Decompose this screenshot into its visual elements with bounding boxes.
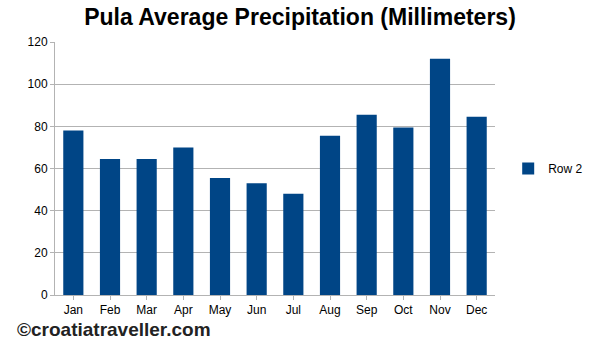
svg-text:Oct: Oct bbox=[394, 303, 413, 317]
svg-text:100: 100 bbox=[28, 77, 48, 91]
svg-text:Aug: Aug bbox=[319, 303, 340, 317]
svg-text:Dec: Dec bbox=[466, 303, 487, 317]
svg-text:40: 40 bbox=[34, 204, 48, 218]
svg-text:Jun: Jun bbox=[247, 303, 266, 317]
svg-text:Pula Average Precipitation (Mi: Pula Average Precipitation (Millimeters) bbox=[84, 4, 516, 30]
svg-text:May: May bbox=[209, 303, 232, 317]
svg-text:Row 2: Row 2 bbox=[548, 162, 582, 176]
svg-text:Jan: Jan bbox=[64, 303, 83, 317]
svg-text:Apr: Apr bbox=[174, 303, 193, 317]
svg-text:60: 60 bbox=[34, 162, 48, 176]
svg-text:Jul: Jul bbox=[286, 303, 301, 317]
svg-text:0: 0 bbox=[41, 288, 48, 302]
svg-text:Feb: Feb bbox=[100, 303, 121, 317]
svg-text:Nov: Nov bbox=[429, 303, 450, 317]
svg-text:Mar: Mar bbox=[136, 303, 157, 317]
svg-text:©croatiatraveller.com: ©croatiatraveller.com bbox=[17, 319, 211, 340]
svg-text:120: 120 bbox=[28, 35, 48, 49]
svg-text:Sep: Sep bbox=[356, 303, 378, 317]
svg-text:20: 20 bbox=[34, 246, 48, 260]
svg-text:80: 80 bbox=[34, 120, 48, 134]
